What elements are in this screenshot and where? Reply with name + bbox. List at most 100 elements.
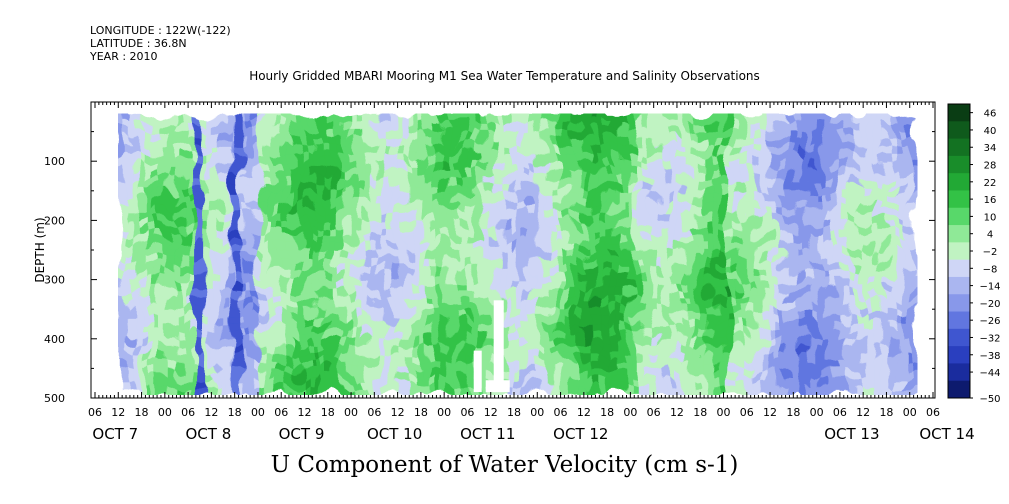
heatmap-cell [678,137,687,147]
heatmap-cell [363,361,372,371]
heatmap-cell [454,273,463,283]
heatmap-cell [503,113,512,123]
heatmap-cell [349,313,358,323]
heatmap-cell [356,353,365,363]
heatmap-cell [902,249,911,259]
heatmap-cell [496,129,505,139]
heatmap-cell [454,313,463,323]
heatmap-cell [251,113,260,123]
heatmap-cell [713,337,722,347]
heatmap-cell [727,153,736,163]
heatmap-cell [762,385,771,395]
heatmap-cell [762,233,771,243]
heatmap-cell [377,241,386,251]
heatmap-cell [454,289,463,299]
heatmap-cell [776,217,785,227]
strong-negative-streak [231,369,241,379]
heatmap-cell [776,329,785,339]
heatmap-cell [342,289,351,299]
heatmap-cell [629,289,638,299]
heatmap-cell [783,185,792,195]
heatmap-cell [748,137,757,147]
heatmap-cell [475,337,484,347]
heatmap-cell [853,193,862,203]
heatmap-cell [475,233,484,243]
heatmap-cell [216,313,225,323]
heatmap-cell [251,265,260,275]
heatmap-cell [608,113,617,123]
heatmap-cell [538,169,547,179]
heatmap-cell [447,129,456,139]
heatmap-cell [643,153,652,163]
heatmap-cell [293,345,302,355]
heatmap-cell [671,113,680,123]
heatmap-cell [482,297,491,307]
heatmap-cell [902,241,911,251]
heatmap-cell [405,337,414,347]
heatmap-cell [720,329,729,339]
heatmap-cell [265,265,274,275]
heatmap-cell [636,201,645,211]
heatmap-cell [132,345,141,355]
heatmap-cell [209,177,218,187]
heatmap-cell [524,361,533,371]
heatmap-cell [153,185,162,195]
heatmap-cell [286,185,295,195]
heatmap-cell [286,289,295,299]
heatmap-cell [426,361,435,371]
heatmap-cell [867,169,876,179]
heatmap-cell [846,385,855,395]
heatmap-cell [825,369,834,379]
x-day-label: OCT 14 [919,425,974,443]
heatmap-cell [391,121,400,131]
heatmap-cell [475,113,484,123]
heatmap-cell [608,329,617,339]
heatmap-cell [279,385,288,395]
heatmap-cell [587,169,596,179]
heatmap-cell [363,177,372,187]
heatmap-cell [755,313,764,323]
heatmap-cell [139,233,148,243]
heatmap-cell [251,313,260,323]
heatmap-cell [804,185,813,195]
heatmap-cell [160,193,169,203]
heatmap-cell [650,249,659,259]
heatmap-cell [412,265,421,275]
heatmap-cell [671,305,680,315]
heatmap-cell [734,241,743,251]
heatmap-cell [440,113,449,123]
heatmap-cell [251,249,260,259]
heatmap-cell [293,153,302,163]
heatmap-cell [636,289,645,299]
heatmap-cell [797,353,806,363]
heatmap-cell [475,273,484,283]
heatmap-cell [510,233,519,243]
heatmap-cell [293,169,302,179]
heatmap-cell [349,145,358,155]
heatmap-cell [727,265,736,275]
heatmap-cell [363,313,372,323]
heatmap-cell [433,209,442,219]
heatmap-cell [874,281,883,291]
heatmap-cell [293,121,302,131]
heatmap-cell [349,217,358,227]
negative-streak [194,321,204,331]
heatmap-cell [832,257,841,267]
heatmap-cell [734,337,743,347]
heatmap-cell [237,233,246,243]
heatmap-cell [146,121,155,131]
heatmap-cell [272,161,281,171]
heatmap-cell [279,121,288,131]
heatmap-cell [454,353,463,363]
heatmap-cell [664,385,673,395]
heatmap-cell [447,353,456,363]
heatmap-cell [601,161,610,171]
heatmap-cell [699,257,708,267]
strong-negative-streak [231,169,241,179]
heatmap-cell [650,113,659,123]
heatmap-cell [314,321,323,331]
heatmap-cell [643,225,652,235]
heatmap-cell [132,201,141,211]
heatmap-cell [902,113,911,123]
heatmap-cell [174,281,183,291]
